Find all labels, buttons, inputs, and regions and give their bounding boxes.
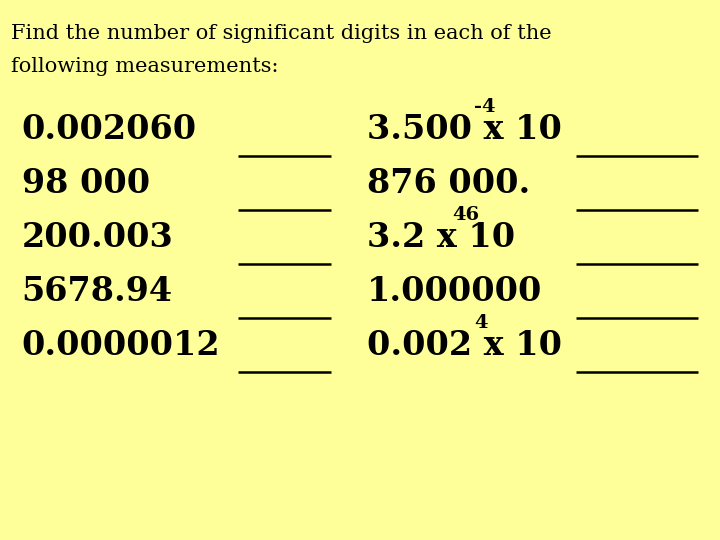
Text: 46: 46 — [452, 206, 480, 224]
Text: 0.0000012: 0.0000012 — [22, 329, 220, 362]
Text: 200.003: 200.003 — [22, 221, 174, 254]
Text: 0.002060: 0.002060 — [22, 113, 197, 146]
Text: 3.2 x 10: 3.2 x 10 — [367, 221, 516, 254]
Text: 876 000.: 876 000. — [367, 167, 531, 200]
Text: Find the number of significant digits in each of the: Find the number of significant digits in… — [11, 24, 552, 43]
Text: 1.000000: 1.000000 — [367, 275, 543, 308]
Text: 0.002 x 10: 0.002 x 10 — [367, 329, 562, 362]
Text: -4: -4 — [474, 98, 495, 116]
Text: 4: 4 — [474, 314, 487, 332]
Text: following measurements:: following measurements: — [11, 57, 279, 76]
Text: 3.500 x 10: 3.500 x 10 — [367, 113, 562, 146]
Text: 5678.94: 5678.94 — [22, 275, 173, 308]
Text: 98 000: 98 000 — [22, 167, 150, 200]
